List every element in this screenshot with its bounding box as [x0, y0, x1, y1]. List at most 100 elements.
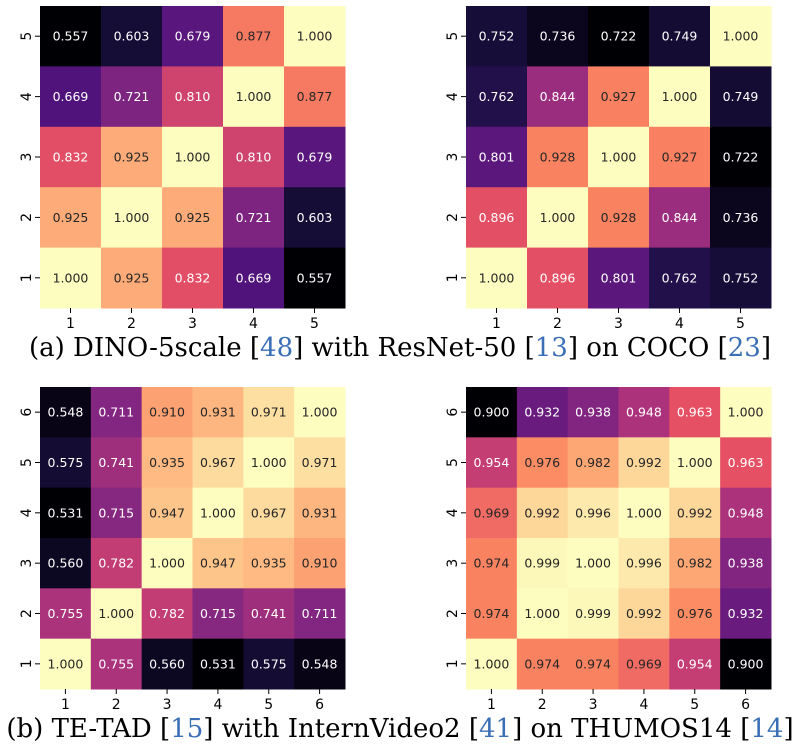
- heatmap-1-x-tick-label: 3: [188, 316, 197, 332]
- heatmap-3-cell: [141, 638, 193, 690]
- heatmap-4-cell: [567, 437, 619, 489]
- heatmap-3-y-tick-label: 4: [19, 508, 35, 517]
- heatmap-4-cell: [466, 538, 518, 589]
- heatmap-2-cell-label: 1.000: [723, 29, 759, 44]
- heatmap-1-cell: [223, 66, 285, 128]
- heatmap-3-cell: [294, 437, 346, 489]
- heatmap-4-cell: [516, 588, 569, 640]
- heatmap-3-cell-label: 0.531: [48, 505, 84, 520]
- heatmap-3-cell: [141, 437, 193, 489]
- heatmap-2-cell-label: 0.844: [662, 210, 698, 225]
- heatmap-4-cell-label: 0.982: [575, 455, 611, 470]
- heatmap-3-cell-label: 0.931: [200, 405, 236, 420]
- heatmap-4-cell: [669, 538, 721, 589]
- heatmap-1-cell: [101, 187, 163, 249]
- heatmap-2-cell-label: 0.722: [723, 150, 759, 165]
- heatmap-3-x-tick-label: 6: [315, 697, 324, 713]
- heatmap-2-cell-label: 0.722: [601, 29, 637, 44]
- heatmap-4-cell-label: 0.982: [677, 556, 713, 571]
- heatmap-3-cell-label: 0.531: [200, 656, 236, 671]
- heatmap-3-y-tick-label: 5: [19, 458, 35, 467]
- heatmap-3-cell: [192, 387, 244, 438]
- heatmap-2-cell-label: 0.896: [540, 270, 576, 285]
- caption-a-ref-1[interactable]: 48: [260, 333, 294, 363]
- heatmap-3-cell: [90, 437, 143, 489]
- heatmap-2-cell: [527, 187, 589, 249]
- heatmap-1: 0.557 0.603 0.679 0.877 1.000 0.669 0.721 0.810…: [19, 6, 346, 332]
- heatmap-1-x-tick-label: 2: [127, 316, 136, 332]
- heatmap-3-cell-label: 0.560: [149, 656, 185, 671]
- heatmap-3-y-tick-label: 6: [19, 408, 35, 417]
- heatmap-1-cell: [284, 6, 346, 67]
- heatmap-3-y-tick-label: 3: [19, 559, 35, 568]
- heatmap-3-cell: [294, 387, 346, 438]
- heatmap-3-cell: [192, 538, 244, 589]
- heatmap-1-cell: [284, 126, 346, 188]
- heatmap-1-cell-label: 0.832: [175, 270, 211, 285]
- heatmap-1-cell-label: 0.603: [114, 29, 150, 44]
- heatmap-3-cell: [294, 588, 346, 640]
- heatmap-2-cell-label: 0.762: [662, 270, 698, 285]
- heatmap-3-x-tick-label: 4: [213, 697, 222, 713]
- caption-a-text-3: ] on COCO [: [567, 333, 728, 363]
- caption-a-ref-2[interactable]: 13: [534, 333, 568, 363]
- heatmap-2-cell: [588, 187, 650, 249]
- heatmap-3-cell-label: 0.782: [98, 556, 134, 571]
- heatmap-4-cell-label: 0.999: [524, 556, 560, 571]
- heatmap-1-cell: [40, 6, 102, 67]
- caption-a-text-1: (a) DINO-5scale [: [29, 333, 261, 363]
- heatmap-1-cell-label: 1.000: [236, 89, 272, 104]
- heatmap-1-cell: [40, 187, 102, 249]
- heatmap-4-cell: [466, 487, 518, 539]
- heatmap-4-cell-label: 0.954: [474, 455, 510, 470]
- heatmap-4-y-tick-label: 1: [445, 659, 461, 668]
- heatmap-4-cell-label: 0.996: [626, 556, 662, 571]
- heatmap-4-cell-label: 0.992: [626, 455, 662, 470]
- caption-b-text-4: ]: [783, 714, 794, 744]
- heatmap-4-cell: [618, 437, 670, 489]
- heatmap-4-y-tick-label: 3: [445, 559, 461, 568]
- heatmap-2-cell-label: 1.000: [540, 210, 576, 225]
- heatmap-1-cell-label: 0.679: [297, 150, 333, 165]
- heatmap-3-cell-label: 0.971: [251, 405, 287, 420]
- caption-b-ref-3[interactable]: 14: [750, 714, 784, 744]
- heatmap-1-x-tick-label: 1: [66, 316, 75, 332]
- heatmap-1-cell-label: 0.557: [297, 270, 333, 285]
- heatmap-3-cell-label: 1.000: [98, 606, 134, 621]
- heatmap-3-x-tick-label: 1: [61, 697, 70, 713]
- heatmap-4-cell-label: 0.954: [677, 656, 713, 671]
- heatmap-4-x-tick-label: 5: [690, 697, 699, 713]
- heatmap-3-cell: [243, 538, 295, 589]
- heatmap-2-cell-label: 0.928: [601, 210, 637, 225]
- heatmap-1-cell-label: 0.877: [297, 89, 333, 104]
- heatmap-1-cell: [162, 6, 224, 67]
- heatmap-2-cell-label: 0.762: [479, 89, 515, 104]
- caption-a-text-2: ] with ResNet-50 [: [293, 333, 535, 363]
- heatmap-2-x-tick-label: 2: [553, 316, 562, 332]
- heatmap-2-cell: [466, 66, 528, 128]
- heatmap-2-cell: [710, 187, 772, 249]
- heatmap-1-x-tick-label: 4: [249, 316, 258, 332]
- heatmap-2-cell-label: 0.928: [540, 150, 576, 165]
- heatmap-4-cell: [466, 588, 518, 640]
- heatmap-4-y-tick-label: 5: [445, 458, 461, 467]
- heatmap-2-cell: [527, 126, 589, 188]
- heatmap-3-cell: [40, 437, 92, 489]
- heatmap-3-cell-label: 0.711: [98, 405, 134, 420]
- heatmap-4-cell: [669, 387, 721, 438]
- caption-a-ref-3[interactable]: 23: [727, 333, 761, 363]
- heatmap-4-cell-label: 1.000: [677, 455, 713, 470]
- heatmap-4-cell-label: 0.996: [575, 505, 611, 520]
- heatmap-4-cell: [466, 638, 518, 690]
- heatmap-1-cell: [223, 187, 285, 249]
- heatmap-1-cell: [284, 247, 346, 309]
- heatmap-3-cell-label: 0.755: [48, 606, 84, 621]
- heatmap-4-cell: [720, 638, 772, 690]
- caption-b-ref-2[interactable]: 41: [479, 714, 513, 744]
- heatmap-1-cell-label: 1.000: [175, 150, 211, 165]
- heatmap-2-cell: [649, 6, 711, 67]
- heatmap-3-cell-label: 0.971: [302, 455, 338, 470]
- heatmap-2-y-tick-label: 3: [445, 153, 461, 162]
- heatmap-3-cell-label: 0.782: [149, 606, 185, 621]
- caption-b-ref-1[interactable]: 15: [170, 714, 204, 744]
